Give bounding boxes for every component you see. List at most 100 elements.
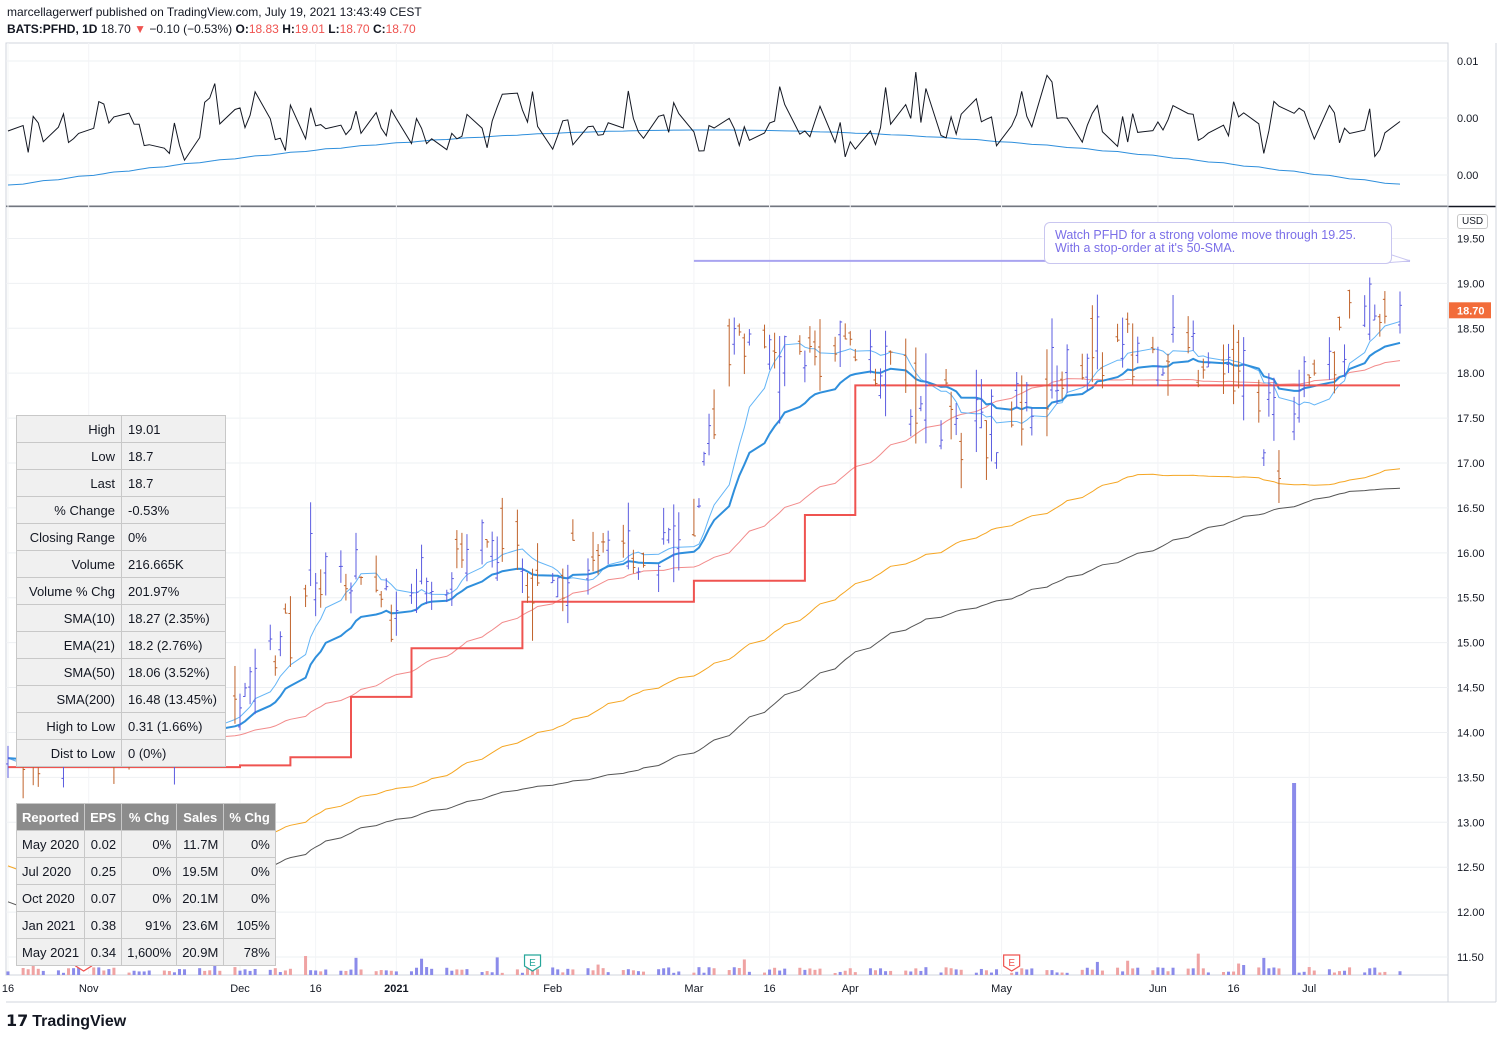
volume-bar: [1025, 969, 1029, 975]
tradingview-logo[interactable]: 𝟭𝟳 TradingView: [6, 1011, 126, 1031]
volume-bar: [904, 970, 908, 975]
ohlc-bar: [666, 527, 671, 544]
volume-bar: [172, 972, 176, 975]
volume-bar: [1272, 967, 1276, 975]
earnings-header: % Chg: [223, 803, 276, 831]
volume-bar: [354, 957, 358, 975]
ohlc-bar: [1256, 379, 1261, 423]
ohlc-bar: [772, 332, 777, 369]
ohlc-bar: [807, 326, 812, 353]
volume-bar: [984, 970, 988, 975]
volume-bar: [606, 972, 610, 975]
indicator-main-line: [7, 71, 1401, 162]
ohlc-bar: [606, 530, 611, 565]
ohlc-bar: [318, 569, 323, 608]
price-tick-label: 14.00: [1457, 727, 1485, 739]
volume-bar: [838, 971, 842, 975]
volume-bar: [415, 967, 419, 975]
volume-bar: [21, 967, 25, 975]
ohlc-bar: [232, 665, 237, 724]
volume-bar: [480, 972, 484, 975]
ohlc-bar: [601, 532, 606, 553]
ohlc-bar: [1191, 320, 1196, 351]
volume-bar: [389, 970, 393, 975]
volume-bar: [1221, 972, 1225, 975]
ohlc-bar: [712, 389, 717, 440]
volume-bar: [430, 968, 434, 975]
volume-bar: [732, 967, 736, 975]
volume-bar: [1262, 957, 1266, 975]
ohlc-bar: [641, 552, 646, 568]
volume-bar: [737, 968, 741, 975]
volume-bar: [233, 967, 237, 975]
ohlc-bar: [691, 498, 696, 537]
earnings-marker-icon[interactable]: E: [1003, 954, 1021, 972]
ohlc-bar: [1312, 359, 1317, 376]
ohlc-bar: [394, 591, 399, 636]
volume-bar: [531, 968, 535, 975]
volume-bar: [243, 969, 247, 975]
volume-bar: [873, 970, 877, 975]
ohlc-bar: [707, 413, 712, 456]
volume-bar: [420, 958, 424, 975]
volume-bar: [278, 972, 282, 975]
close-label: C:: [372, 22, 386, 36]
volume-bar: [636, 971, 640, 975]
ohlc-bar: [454, 530, 459, 569]
ohlc-bar: [626, 502, 631, 570]
price-tick-label: 18.50: [1457, 323, 1485, 335]
ohlc-bar: [500, 497, 505, 562]
volume-bar: [763, 972, 767, 975]
ohlc-bar: [1201, 358, 1206, 379]
volume-bar: [359, 969, 363, 975]
stats-value: 0 (0%): [121, 739, 226, 767]
ohlc-bar: [853, 348, 858, 362]
volume-bar: [61, 972, 65, 975]
ohlc-bar: [742, 333, 747, 375]
ohlc-bar: [797, 335, 802, 355]
ohlc-bar: [389, 604, 394, 642]
ohlc-bar: [1196, 369, 1201, 388]
volume-bar: [1080, 969, 1084, 975]
stats-row: Last 18.7: [16, 469, 226, 497]
ohlc-bar: [984, 420, 989, 480]
volume-bar: [460, 969, 464, 975]
stats-row: High to Low 0.31 (1.66%): [16, 712, 226, 740]
earnings-cell: 0.25: [84, 857, 123, 885]
stats-value: 18.27 (2.35%): [121, 604, 226, 632]
volume-bar: [551, 967, 555, 975]
ohlc-bar: [883, 330, 888, 417]
ohlc-bar: [994, 452, 999, 469]
volume-bar: [571, 969, 575, 975]
volume-bar: [1065, 972, 1069, 975]
volume-bar: [495, 957, 499, 975]
earnings-cell: Jan 2021: [15, 911, 86, 939]
volume-bar: [1131, 968, 1135, 975]
volume-bar: [248, 970, 252, 975]
volume-bar: [31, 959, 35, 975]
ohlc-bar: [918, 395, 923, 412]
open-label: O:: [235, 22, 249, 36]
volume-bar: [561, 972, 565, 975]
volume-bar: [692, 972, 696, 975]
earnings-row: Jul 2020 0.25 0% 19.5M 0%: [15, 857, 276, 885]
ohlc-bar: [1206, 352, 1211, 368]
price-tick-label: 17.50: [1457, 413, 1485, 425]
price-axis: 11.50 12.00 12.50 13.00 13.50 14.00 14.50 15.00…: [1457, 233, 1485, 964]
volume-bar: [939, 972, 943, 975]
volume-bar: [1191, 968, 1195, 975]
volume-bar: [889, 970, 893, 975]
volume-bar: [853, 972, 857, 975]
currency-label[interactable]: USD: [1457, 214, 1489, 229]
ohlc-bar: [1231, 324, 1236, 405]
volume-bar: [1020, 968, 1024, 975]
volume-bar: [208, 970, 212, 975]
annotation-callout[interactable]: Watch PFHD for a strong volome move thro…: [1044, 222, 1392, 264]
ohlc-bar: [1241, 337, 1246, 421]
volume-bar: [1085, 967, 1089, 975]
ohlc-bar: [535, 543, 540, 586]
earnings-marker-icon[interactable]: E: [523, 954, 542, 972]
earnings-cell: 1,600%: [121, 938, 178, 966]
price-tick-label: 11.50: [1457, 952, 1484, 964]
ohlc-bar: [1080, 353, 1085, 380]
